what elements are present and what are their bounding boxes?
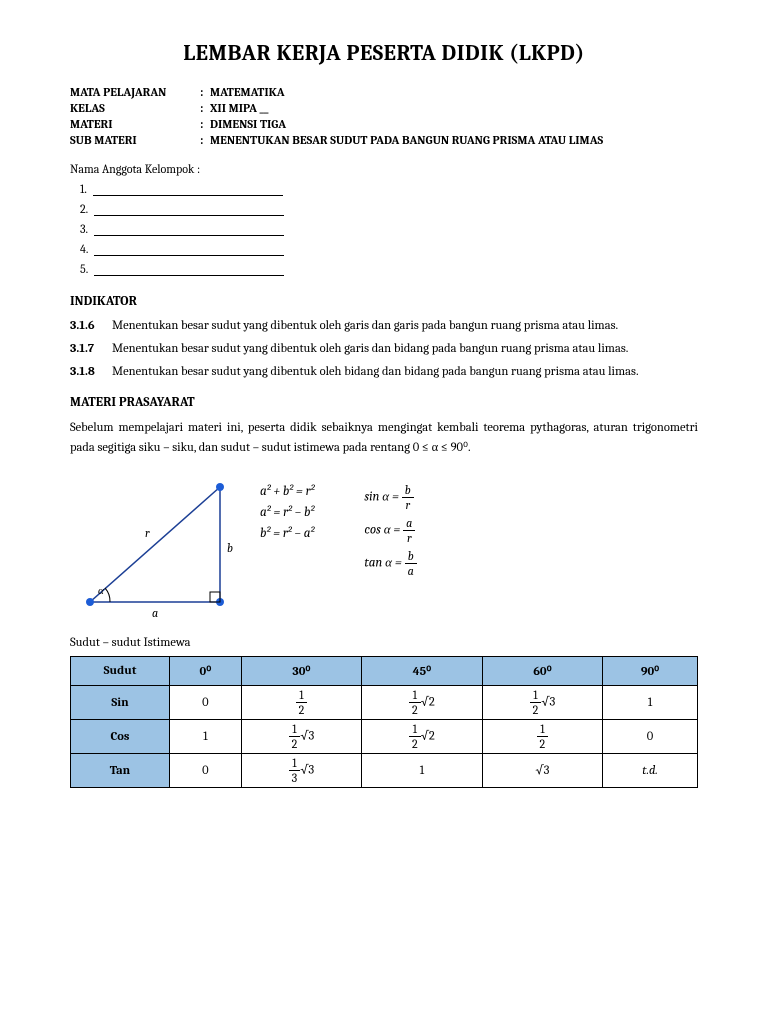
indikator-item: 3.1.8Menentukan besar sudut yang dibentu…: [70, 363, 698, 382]
meta-label: SUB MATERI: [70, 132, 200, 148]
svg-text:α: α: [98, 584, 104, 597]
member-list: 1. 2. 3. 4. 5.: [70, 182, 698, 276]
cell: 1: [170, 720, 242, 754]
cell: 1: [603, 686, 698, 720]
svg-text:r: r: [145, 526, 150, 540]
cell: 0: [170, 686, 242, 720]
indikator-item: 3.1.7Menentukan besar sudut yang dibentu…: [70, 340, 698, 359]
cell: 0: [170, 754, 242, 788]
cell: 12√2: [362, 720, 483, 754]
cell: 12√3: [482, 686, 602, 720]
pythagoras-col: a² + b² = r² a² = r² − b² b² = r² − a²: [260, 478, 314, 583]
trig-table: Sudut 0⁰ 30⁰ 45⁰ 60⁰ 90⁰ Sin 0 12 12√2 1…: [70, 656, 698, 788]
svg-text:a: a: [152, 606, 158, 620]
member-line: 3.: [80, 222, 698, 236]
prereq-text: Sebelum mempelajari materi ini, peserta …: [70, 418, 698, 458]
formula: tan α = ba: [364, 550, 416, 577]
diagram-row: α r b a a² + b² = r² a² = r² − b² b² = r…: [70, 472, 698, 622]
cell: 12: [241, 686, 361, 720]
formula: b² = r² − a²: [260, 526, 314, 541]
indikator-item: 3.1.6Menentukan besar sudut yang dibentu…: [70, 317, 698, 336]
formula: sin α = br: [364, 484, 416, 511]
prereq-heading: MATERI PRASAYARAT: [70, 395, 698, 410]
formula: cos α = ar: [364, 517, 416, 544]
meta-table: MATA PELAJARAN:MATEMATIKA KELAS:XII MIPA…: [70, 84, 603, 148]
table-header: 60⁰: [482, 657, 602, 686]
formulas: a² + b² = r² a² = r² − b² b² = r² − a² s…: [260, 472, 417, 583]
meta-label: MATA PELAJARAN: [70, 84, 200, 100]
row-label: Cos: [71, 720, 170, 754]
formula: a² = r² − b²: [260, 505, 314, 520]
cell: t.d.: [603, 754, 698, 788]
row-label: Sin: [71, 686, 170, 720]
cell: 12√2: [362, 686, 483, 720]
trig-col: sin α = br cos α = ar tan α = ba: [364, 478, 416, 583]
meta-value: MATEMATIKA: [210, 84, 603, 100]
cell: 12: [482, 720, 602, 754]
member-line: 1.: [80, 182, 698, 196]
page-title: LEMBAR KERJA PESERTA DIDIK (LKPD): [70, 40, 698, 66]
meta-value: XII MIPA __: [210, 100, 603, 116]
member-line: 5.: [80, 262, 698, 276]
meta-value: DIMENSI TIGA: [210, 116, 603, 132]
table-header: 0⁰: [170, 657, 242, 686]
istimewa-label: Sudut – sudut Istimewa: [70, 636, 698, 650]
table-header: 90⁰: [603, 657, 698, 686]
cell: 0: [603, 720, 698, 754]
table-header: 30⁰: [241, 657, 361, 686]
formula: a² + b² = r²: [260, 484, 314, 499]
meta-value: MENENTUKAN BESAR SUDUT PADA BANGUN RUANG…: [210, 132, 603, 148]
cell: 1: [362, 754, 483, 788]
group-label: Nama Anggota Kelompok :: [70, 162, 698, 176]
member-line: 4.: [80, 242, 698, 256]
member-line: 2.: [80, 202, 698, 216]
triangle-diagram: α r b a: [70, 472, 240, 622]
meta-label: MATERI: [70, 116, 200, 132]
table-header: 45⁰: [362, 657, 483, 686]
meta-label: KELAS: [70, 100, 200, 116]
cell: √3: [482, 754, 602, 788]
svg-text:b: b: [227, 541, 233, 555]
table-header: Sudut: [71, 657, 170, 686]
cell: 13√3: [241, 754, 361, 788]
indikator-heading: INDIKATOR: [70, 294, 698, 309]
row-label: Tan: [71, 754, 170, 788]
cell: 12√3: [241, 720, 361, 754]
